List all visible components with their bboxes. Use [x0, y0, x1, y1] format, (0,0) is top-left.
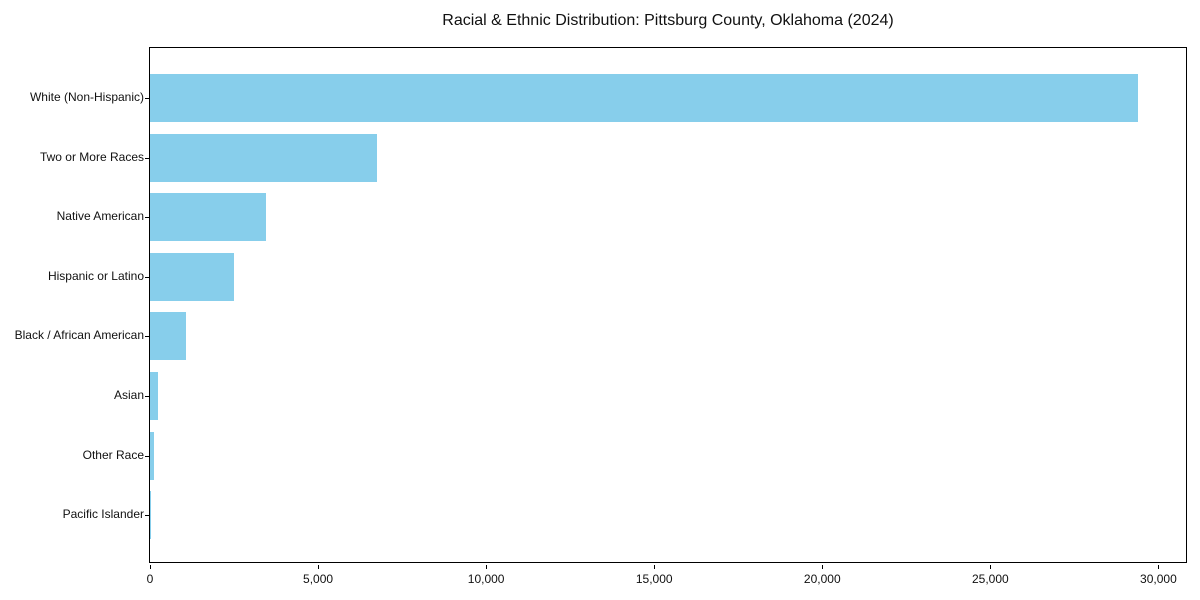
y-axis-tick — [145, 515, 149, 517]
bar — [150, 431, 155, 480]
bar — [150, 491, 151, 540]
x-axis-tick-label: 20,000 — [803, 572, 841, 586]
x-axis-tick — [486, 565, 488, 569]
chart-title: Racial & Ethnic Distribution: Pittsburg … — [442, 12, 894, 29]
x-axis-tick-label: 10,000 — [467, 572, 505, 586]
bar — [150, 252, 235, 301]
x-axis-tick-label: 15,000 — [635, 572, 673, 586]
plot-area: 0 5,000 10,000 15,000 20,000 25,000 30,000 — [145, 47, 1187, 586]
bar — [150, 372, 159, 420]
x-axis-tick-label: 30,000 — [1140, 572, 1177, 586]
x-axis-tick — [822, 565, 824, 569]
y-axis-tick — [145, 98, 149, 99]
x-axis-tick — [654, 565, 656, 569]
x-axis-tick — [318, 565, 320, 569]
y-axis-tick — [145, 217, 149, 219]
x-axis-tick-label: 5,000 — [303, 572, 334, 586]
y-axis-label: Other Race — [82, 447, 144, 462]
x-axis-tick-label: 25,000 — [971, 572, 1009, 586]
y-axis-tick — [145, 455, 149, 457]
y-axis-label: Native American — [56, 209, 144, 224]
bar — [150, 133, 377, 182]
bar — [150, 193, 266, 242]
x-axis-tick — [150, 565, 151, 569]
y-axis-label: Pacific Islander — [62, 507, 144, 522]
x-axis-tick — [990, 565, 992, 569]
x-axis-tick — [1158, 565, 1160, 569]
y-axis-label: White (Non-Hispanic) — [29, 90, 144, 104]
bar — [150, 312, 186, 361]
y-axis-label: Hispanic or Latino — [47, 268, 144, 283]
y-axis-label: Black / African American — [14, 328, 144, 343]
y-axis-tick — [145, 276, 149, 278]
y-axis-tick — [145, 157, 149, 159]
y-axis-label: Two or More Races — [39, 149, 144, 164]
y-axis-label: Asian — [113, 388, 144, 402]
y-axis-tick — [145, 336, 149, 338]
x-axis-tick-label: 0 — [146, 572, 154, 586]
y-axis-tick — [145, 396, 149, 397]
bar — [150, 74, 1139, 122]
